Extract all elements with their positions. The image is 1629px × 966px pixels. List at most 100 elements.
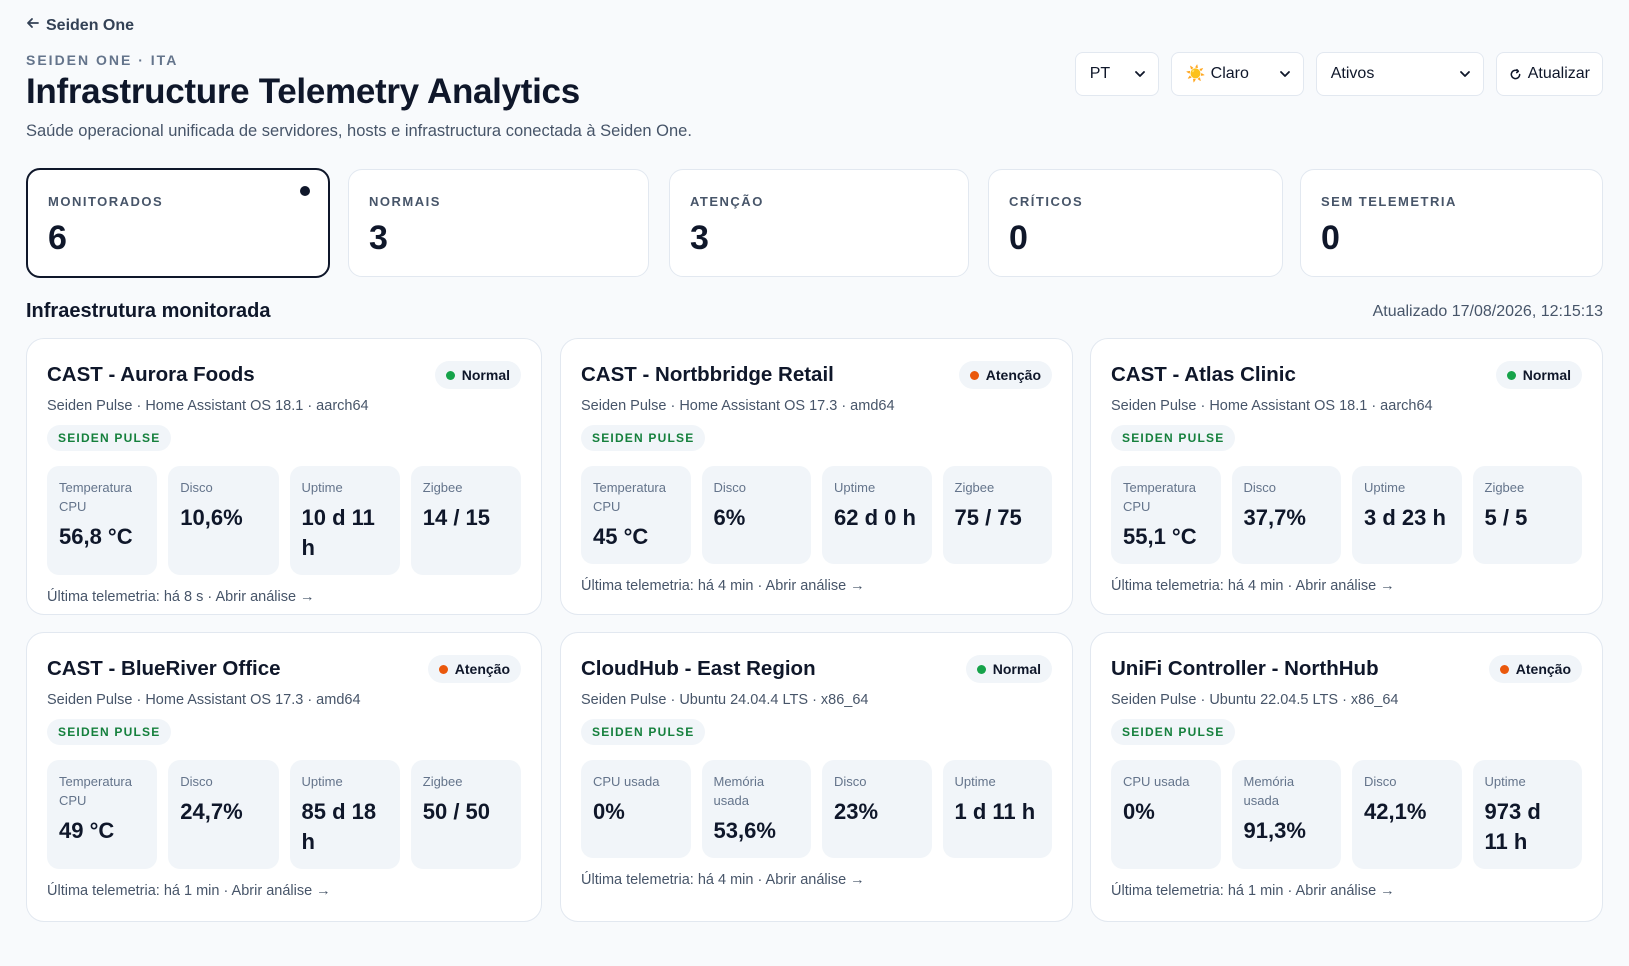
- metric-label: Zigbee: [422, 480, 463, 495]
- source-tag: SEIDEN PULSE: [1111, 425, 1236, 451]
- stat-value: 3: [690, 219, 709, 257]
- metric-label: Temperatura CPU: [59, 774, 132, 808]
- metric-value: 6%: [713, 505, 746, 530]
- infra-card[interactable]: CAST - Aurora Foods Normal Seiden Pulse …: [26, 338, 542, 615]
- metric-tile: Uptime 62 d 0 h: [822, 466, 932, 564]
- metric-value: 37,7%: [1243, 505, 1306, 530]
- stat-value: 3: [369, 219, 388, 257]
- stat-value: 6: [48, 219, 67, 257]
- card-footer: Última telemetria: há 1 min · Abrir anál…: [47, 883, 331, 899]
- metric-value: 85 d 18 h: [301, 799, 377, 854]
- open-analysis-link[interactable]: Abrir análise →: [231, 883, 331, 899]
- infra-card[interactable]: UniFi Controller - NorthHub Atenção Seid…: [1090, 632, 1603, 922]
- metric-value: 53,6%: [713, 818, 776, 843]
- status-filter-value: Ativos: [1330, 65, 1375, 82]
- metric-label: Zigbee: [1484, 480, 1525, 495]
- back-link[interactable]: Seiden One: [26, 16, 134, 35]
- theme-select[interactable]: ☀️ Claro: [1170, 52, 1304, 96]
- metric-label: Memória usada: [1243, 774, 1295, 808]
- metric-value: 10 d 11 h: [301, 505, 375, 560]
- last-telemetry: Última telemetria: há 4 min: [581, 872, 754, 888]
- metric-label: Uptime: [834, 480, 876, 495]
- active-indicator-dot: [300, 186, 310, 196]
- page-subtitle: Saúde operacional unificada de servidore…: [26, 122, 692, 140]
- refresh-icon: [1510, 68, 1521, 79]
- stat-label: NORMAIS: [369, 194, 441, 209]
- metric-tile: Memória usada 53,6%: [701, 760, 811, 858]
- infra-card[interactable]: CAST - Atlas Clinic Normal Seiden Pulse …: [1090, 338, 1603, 615]
- stat-card-attention[interactable]: ATENÇÃO 3: [669, 169, 969, 277]
- infra-card[interactable]: CloudHub - East Region Normal Seiden Pul…: [560, 632, 1073, 922]
- card-subtitle: Seiden Pulse · Home Assistant OS 18.1 · …: [47, 398, 369, 414]
- status-badge: Normal: [1495, 361, 1582, 389]
- metric-tile: Temperatura CPU 49 °C: [47, 760, 158, 869]
- metric-label: Uptime: [1484, 774, 1526, 789]
- metrics-row: CPU usada 0% Memória usada 91,3% Disco 42,1…: [1111, 760, 1582, 869]
- status-dot: [438, 664, 448, 674]
- status-label: Atenção: [454, 661, 510, 677]
- metric-value: 62 d 0 h: [834, 505, 916, 530]
- theme-select-content: ☀️ Claro: [1186, 64, 1249, 84]
- metric-value: 5 / 5: [1484, 505, 1528, 530]
- language-select[interactable]: PT: [1074, 52, 1159, 96]
- section-title: Infraestrutura monitorada: [26, 300, 271, 322]
- card-footer: Última telemetria: há 8 s · Abrir anális…: [47, 589, 315, 605]
- metric-value: 973 d 11 h: [1484, 799, 1541, 854]
- metric-label: CPU usada: [593, 774, 660, 789]
- source-tag: SEIDEN PULSE: [47, 719, 172, 745]
- stat-card-critical[interactable]: CRÍTICOS 0: [988, 169, 1283, 277]
- source-tag: SEIDEN PULSE: [1111, 719, 1236, 745]
- infra-card[interactable]: CAST - BlueRiver Office Atenção Seiden P…: [26, 632, 542, 922]
- metric-value: 50 / 50: [422, 799, 491, 824]
- metric-tile: Temperatura CPU 56,8 °C: [47, 466, 158, 575]
- metrics-row: Temperatura CPU 45 °C Disco 6% Uptime 62 d …: [581, 466, 1052, 564]
- status-label: Atenção: [985, 367, 1041, 383]
- card-subtitle: Seiden Pulse · Ubuntu 22.04.5 LTS · x86_…: [1111, 692, 1399, 708]
- infra-card[interactable]: CAST - Nortbbridge Retail Atenção Seiden…: [560, 338, 1073, 615]
- status-dot: [445, 370, 455, 380]
- refresh-button[interactable]: Atualizar: [1495, 52, 1603, 96]
- metric-tile: Temperatura CPU 55,1 °C: [1111, 466, 1221, 564]
- stat-card-normal[interactable]: NORMAIS 3: [348, 169, 649, 277]
- metric-tile: Zigbee 14 / 15: [410, 466, 521, 575]
- open-analysis-link[interactable]: Abrir análise →: [765, 872, 865, 888]
- refresh-button-label: Atualizar: [1527, 65, 1590, 82]
- metric-label: Zigbee: [422, 774, 463, 789]
- open-analysis-link[interactable]: Abrir análise →: [1295, 883, 1395, 899]
- status-filter-select[interactable]: Ativos: [1315, 52, 1484, 96]
- metric-value: 49 °C: [59, 818, 115, 843]
- header-controls: PT ☀️ Claro Ativos Atualizar: [1074, 52, 1603, 96]
- card-title: CAST - Nortbbridge Retail: [581, 363, 834, 386]
- metric-value: 42,1%: [1364, 799, 1427, 824]
- stat-value: 0: [1321, 219, 1340, 257]
- status-dot: [976, 664, 986, 674]
- metric-value: 23%: [834, 799, 879, 824]
- card-footer: Última telemetria: há 4 min · Abrir anál…: [1111, 578, 1395, 594]
- metric-value: 45 °C: [593, 524, 649, 549]
- chevron-down-icon: [1279, 71, 1290, 77]
- metric-tile: Uptime 85 d 18 h: [289, 760, 400, 869]
- metric-value: 75 / 75: [954, 505, 1022, 530]
- stat-card-no-telemetry[interactable]: SEM TELEMETRIA 0: [1300, 169, 1603, 277]
- open-analysis-link[interactable]: Abrir análise →: [765, 578, 865, 594]
- source-tag: SEIDEN PULSE: [47, 425, 172, 451]
- status-dot: [1499, 664, 1509, 674]
- metric-value: 3 d 23 h: [1364, 505, 1446, 530]
- metric-tile: Disco 37,7%: [1231, 466, 1341, 564]
- page-eyebrow: SEIDEN ONE · ITA: [26, 52, 179, 68]
- open-analysis-link[interactable]: Abrir análise →: [215, 589, 315, 605]
- page-title: Infrastructure Telemetry Analytics: [26, 72, 580, 111]
- chevron-down-icon: [1134, 71, 1145, 77]
- language-select-value: PT: [1089, 65, 1111, 82]
- metric-value: 0%: [593, 799, 625, 824]
- metric-label: Disco: [1243, 480, 1277, 495]
- metric-value: 24,7%: [180, 799, 243, 824]
- status-badge: Atenção: [1488, 655, 1582, 683]
- stat-card-monitored[interactable]: MONITORADOS 6: [26, 168, 330, 278]
- metric-label: Temperatura CPU: [59, 480, 132, 514]
- open-analysis-link[interactable]: Abrir análise →: [1295, 578, 1395, 594]
- card-subtitle: Seiden Pulse · Ubuntu 24.04.4 LTS · x86_…: [581, 692, 869, 708]
- metric-label: Uptime: [954, 774, 996, 789]
- metric-tile: Disco 6%: [701, 466, 811, 564]
- metric-label: Uptime: [301, 774, 343, 789]
